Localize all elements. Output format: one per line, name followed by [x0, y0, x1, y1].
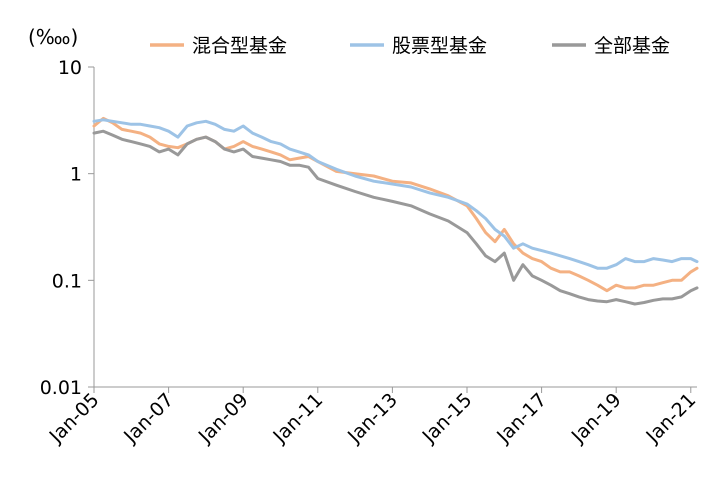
legend-label-2: 股票型基金 [392, 35, 487, 57]
y-tick-label: 0.1 [52, 270, 82, 292]
x-tick-label: Jan-09 [194, 389, 253, 448]
legend: 混合型基金 股票型基金 全部基金 [150, 35, 670, 57]
unit-label: (‱) [28, 25, 78, 49]
legend-label-1: 混合型基金 [192, 35, 287, 57]
x-tick-label: Jan-07 [119, 389, 178, 448]
series-group [92, 116, 699, 306]
x-tick-label: Jan-15 [418, 389, 477, 448]
series-line-2 [92, 118, 699, 270]
series-line-3 [92, 129, 699, 306]
x-tick-label: Jan-17 [492, 389, 551, 448]
y-tick-label: 10 [58, 57, 82, 79]
y-tick-label: 1 [70, 164, 82, 186]
x-tick-label: Jan-19 [567, 389, 626, 448]
x-tick-label: Jan-13 [343, 389, 402, 448]
legend-label-3: 全部基金 [594, 35, 670, 57]
series-line-1 [92, 116, 699, 293]
x-tick-label: Jan-21 [641, 389, 700, 448]
x-tick-label: Jan-11 [268, 389, 327, 448]
y-tick-label: 0.01 [40, 377, 82, 399]
